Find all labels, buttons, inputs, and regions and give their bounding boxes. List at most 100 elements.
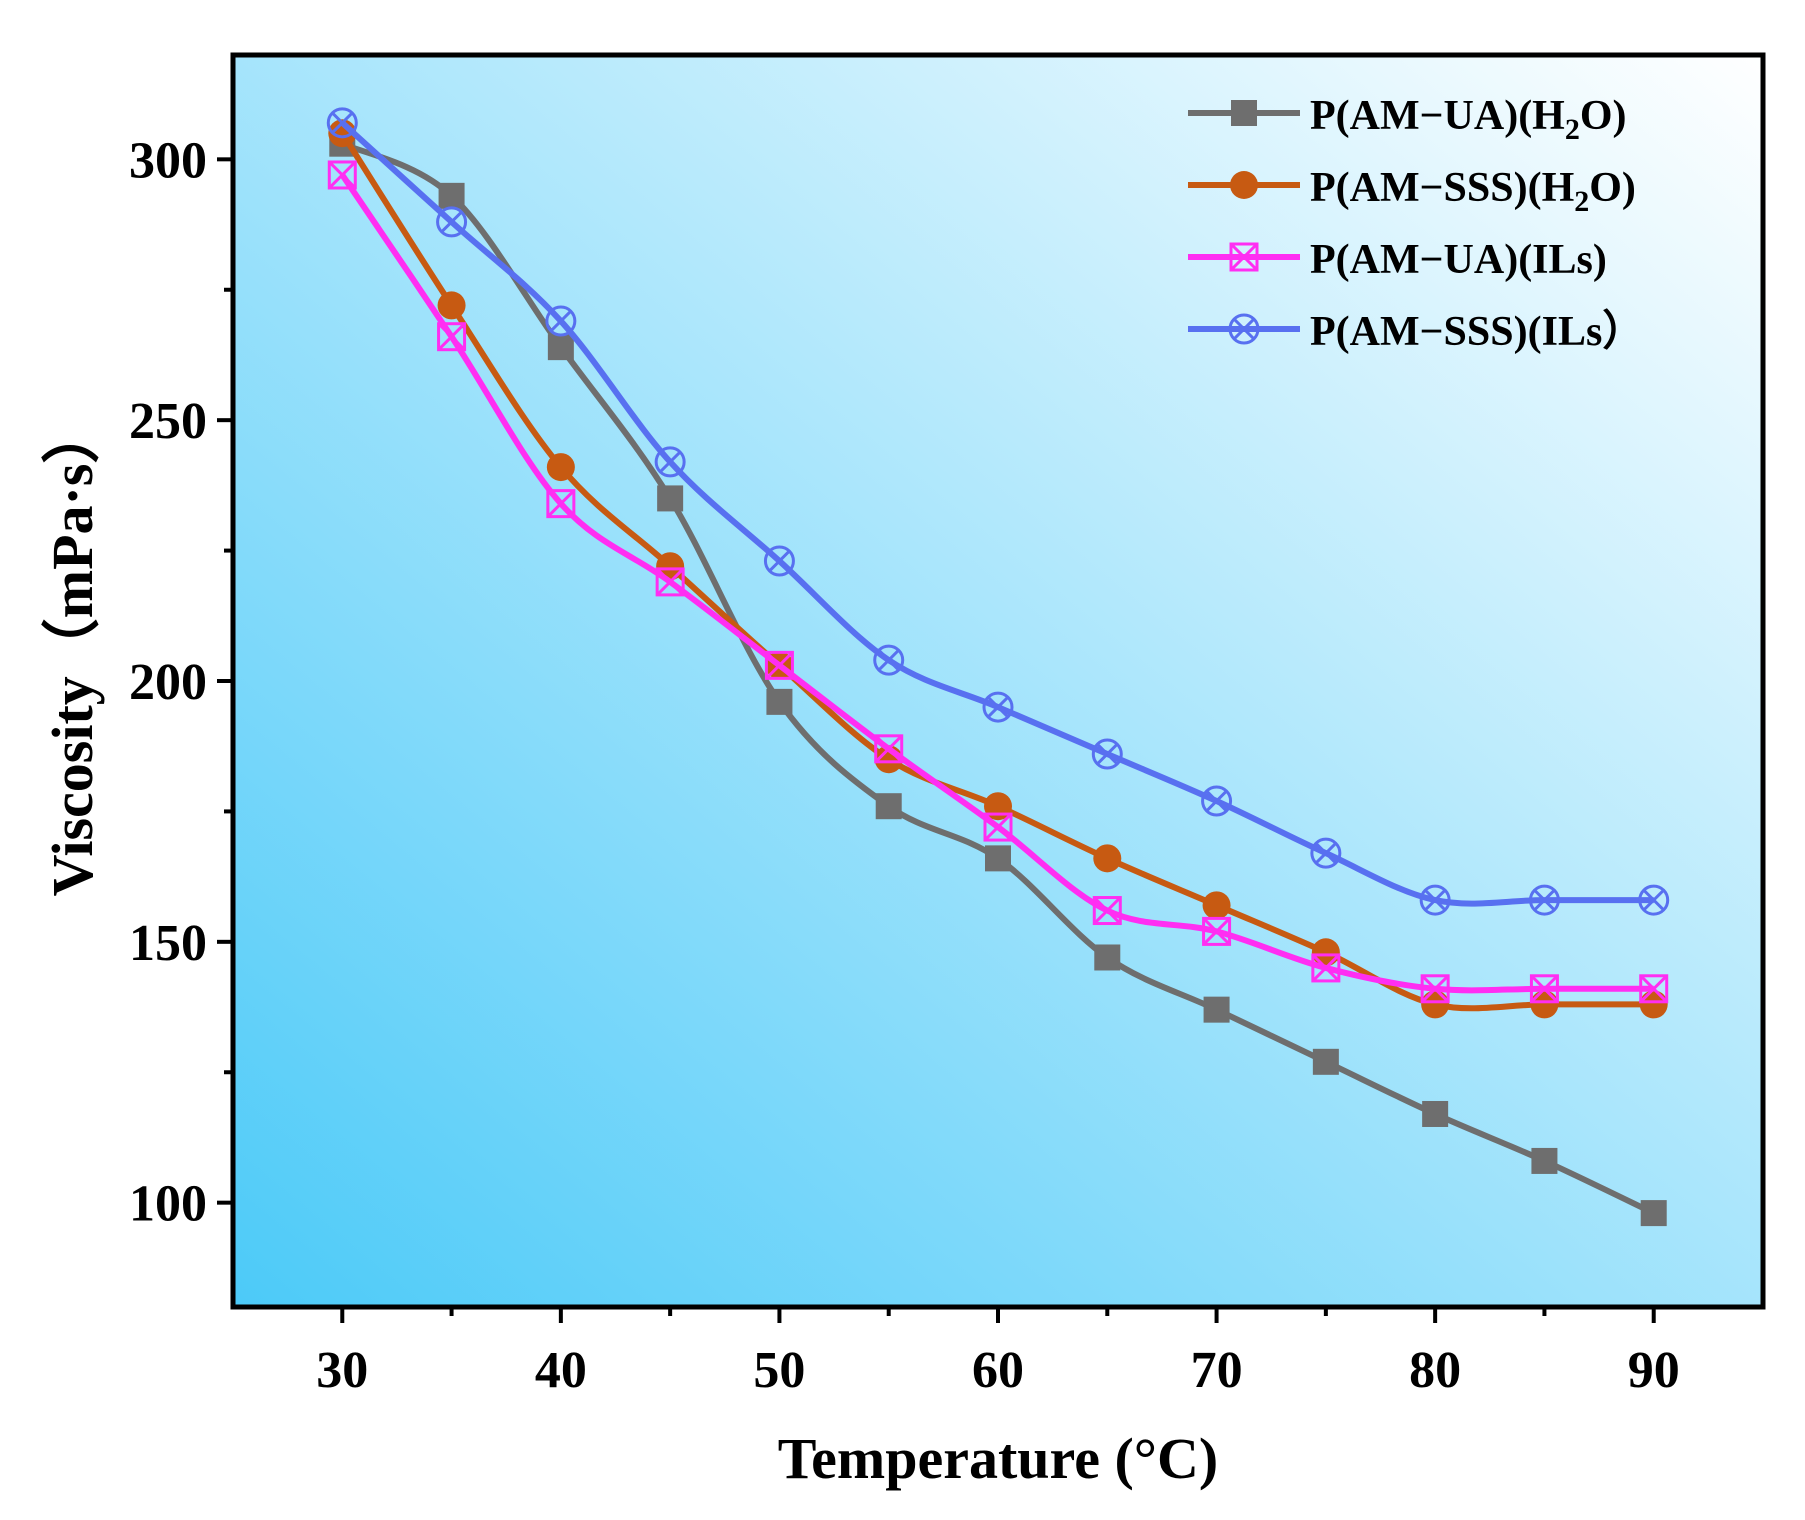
data-point [766,688,793,715]
axes: 30 40 50 60 70 80 90 100 150 200 250 300 [129,132,1680,1399]
marker-cross [1311,953,1340,982]
data-point [1419,884,1451,916]
marker-cross [1533,889,1556,912]
marker-outline [1528,884,1560,916]
data-point [1091,738,1123,770]
data-point [547,334,574,361]
data-point [1420,974,1450,1004]
marker-outline [1420,974,1450,1004]
marker-outline [983,812,1013,842]
marker-cross [549,310,572,333]
marker-cross [768,550,791,572]
marker-outline [1639,974,1669,1004]
y-axis-label: Viscosity（mPa·s） [40,406,105,897]
x-tick-label: 60 [972,1342,1024,1399]
marker-cross [877,649,900,672]
marker-outline [546,489,576,519]
series-layer [326,107,1670,1227]
marker-outline [1202,916,1232,946]
legend-marker [1229,242,1259,272]
data-point [875,793,902,820]
data-point [983,812,1013,842]
x-tick-label: 90 [1628,1342,1680,1399]
legend-item-4: P(AM−SSS)(ILs） [1188,308,1644,355]
y-tick-label: 250 [129,393,207,450]
data-point [1529,974,1559,1004]
marker-outline [655,567,685,597]
data-point [327,160,357,190]
data-point [326,107,358,139]
marker-cross [546,489,575,518]
y-tick-label: 300 [129,132,207,189]
marker-cross [1205,790,1228,812]
y-tick-label: 200 [129,654,207,711]
plot-area [233,55,1763,1307]
marker-cross [987,696,1009,719]
marker-outline [764,650,794,680]
data-point [764,650,794,680]
marker-cross [331,111,354,134]
data-point [654,446,686,478]
x-tick-label: 50 [753,1342,805,1399]
marker-cross [440,210,463,233]
marker-cross [1421,974,1450,1003]
marker-outline [982,691,1014,723]
legend-label: P(AM−UA)(ILs) [1310,237,1607,283]
marker-cross [1229,242,1259,272]
data-point [1640,1200,1667,1227]
marker-cross [1093,896,1122,925]
marker-cross [659,450,682,473]
x-tick-label: 70 [1191,1342,1243,1399]
marker-cross [1096,743,1119,765]
data-point [546,453,575,482]
marker-cross [1424,889,1447,912]
marker-outline [1091,738,1123,770]
y-tick-label: 150 [129,915,207,972]
marker-outline [1201,785,1233,817]
data-point [437,291,466,320]
legend-label: P(AM−UA)(H2O) [1310,93,1627,146]
marker-outline [1229,242,1259,272]
marker-cross [328,160,357,190]
data-point [1310,837,1342,869]
series-line [339,173,1654,994]
marker-outline [545,305,577,337]
marker-cross [874,734,903,763]
marker-cross [1233,318,1255,340]
legend-marker [1228,313,1260,345]
marker-cross [1642,889,1665,912]
x-tick-label: 30 [316,1342,368,1399]
data-point [1311,953,1341,983]
data-point [1201,785,1233,817]
legend-label: P(AM−SSS)(ILs） [1310,308,1644,355]
y-tick-label: 100 [129,1176,207,1233]
marker-cross [1314,842,1337,865]
marker-cross [983,813,1013,842]
data-point [1528,884,1560,916]
x-axis-label: Temperature (°C) [778,1426,1218,1491]
data-point [763,545,795,577]
data-point [546,489,576,519]
marker-outline [436,206,468,238]
marker-cross [1530,974,1559,1003]
data-point [1639,990,1668,1019]
data-point [1202,891,1231,920]
data-point [1531,1147,1558,1174]
marker-outline [437,322,467,352]
data-point [1530,990,1559,1019]
marker-outline [1529,974,1559,1004]
marker-outline [874,734,904,764]
marker-cross [656,567,685,596]
data-point [1202,916,1232,946]
marker-outline [1311,953,1341,983]
marker-outline [1092,896,1122,926]
data-point [1639,974,1669,1004]
series-3 [327,160,1669,1004]
data-point [873,644,905,676]
legend-marker [1231,100,1257,126]
legend-marker [1230,171,1258,199]
data-point [985,845,1011,872]
series-4 [326,107,1670,916]
marker-outline [763,545,795,577]
marker-cross [1202,917,1231,946]
